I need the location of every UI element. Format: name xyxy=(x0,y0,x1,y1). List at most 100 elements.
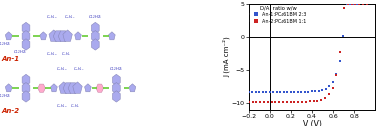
Polygon shape xyxy=(22,91,30,102)
Point xyxy=(267,91,273,93)
Text: An-1: An-1 xyxy=(1,56,19,62)
Point xyxy=(344,3,350,5)
Point xyxy=(333,74,339,76)
Point xyxy=(299,101,305,103)
Polygon shape xyxy=(113,74,120,86)
Polygon shape xyxy=(5,84,12,92)
Point xyxy=(269,101,275,103)
Point xyxy=(310,100,316,102)
Point xyxy=(351,3,357,5)
Text: $C_{12}H_{25}$: $C_{12}H_{25}$ xyxy=(0,92,12,100)
Point xyxy=(341,7,347,9)
Polygon shape xyxy=(91,30,99,42)
Point xyxy=(249,91,255,93)
X-axis label: V (V): V (V) xyxy=(303,120,321,126)
Point xyxy=(309,90,315,92)
Point xyxy=(270,91,276,93)
Point xyxy=(273,101,279,103)
Point xyxy=(303,101,309,103)
Legend: An-1:PC₄61BM 2:3, An-2:PC₄61BM 1:1: An-1:PC₄61BM 2:3, An-2:PC₄61BM 1:1 xyxy=(250,5,307,24)
Polygon shape xyxy=(51,84,57,92)
Polygon shape xyxy=(96,84,104,92)
Polygon shape xyxy=(38,84,45,92)
Polygon shape xyxy=(75,32,81,40)
Point xyxy=(260,91,266,93)
Polygon shape xyxy=(49,30,59,41)
Polygon shape xyxy=(22,39,30,50)
Text: $C_6H_{13}$: $C_6H_{13}$ xyxy=(46,14,58,22)
Text: $C_6H_{13}$: $C_6H_{13}$ xyxy=(46,50,58,58)
Text: $C_{12}H_{25}$: $C_{12}H_{25}$ xyxy=(0,40,12,48)
Point xyxy=(316,90,322,92)
Text: An-2: An-2 xyxy=(1,108,19,114)
Point xyxy=(330,87,336,89)
Text: $C_{12}H_{25}$: $C_{12}H_{25}$ xyxy=(13,49,28,56)
Point xyxy=(274,91,280,93)
Point xyxy=(284,101,290,103)
Polygon shape xyxy=(5,32,12,40)
Point xyxy=(263,91,269,93)
Point xyxy=(253,91,259,93)
Text: $C_8H_{17}$: $C_8H_{17}$ xyxy=(64,14,75,22)
Point xyxy=(284,91,290,93)
Polygon shape xyxy=(63,30,72,41)
Point xyxy=(280,101,286,103)
Point xyxy=(288,101,294,103)
Point xyxy=(364,3,370,5)
Polygon shape xyxy=(68,83,78,94)
Polygon shape xyxy=(58,31,68,42)
Point xyxy=(340,35,346,37)
Point xyxy=(355,3,361,5)
Point xyxy=(291,91,297,93)
Point xyxy=(291,101,297,103)
Point xyxy=(347,3,353,5)
Polygon shape xyxy=(113,83,120,94)
Point xyxy=(326,85,332,87)
Point xyxy=(323,88,329,90)
Polygon shape xyxy=(129,84,136,92)
Polygon shape xyxy=(85,84,91,92)
Point xyxy=(337,60,343,62)
Polygon shape xyxy=(108,32,115,40)
Point xyxy=(318,99,324,101)
Point xyxy=(265,101,271,103)
Text: $C_6H_{13}$: $C_6H_{13}$ xyxy=(56,102,68,110)
Point xyxy=(295,101,301,103)
Point xyxy=(319,89,325,91)
Point xyxy=(257,101,263,103)
Point xyxy=(305,91,311,93)
Point xyxy=(246,91,252,93)
Polygon shape xyxy=(22,74,30,86)
Point xyxy=(337,51,343,53)
Point xyxy=(246,101,252,103)
Text: $C_{12}H_{25}$: $C_{12}H_{25}$ xyxy=(88,14,102,22)
Point xyxy=(307,100,313,102)
Polygon shape xyxy=(22,22,30,34)
Text: $C_4H_9$: $C_4H_9$ xyxy=(60,50,71,58)
Polygon shape xyxy=(91,39,99,50)
Polygon shape xyxy=(73,82,82,93)
Point xyxy=(256,91,262,93)
Polygon shape xyxy=(63,83,73,94)
Point xyxy=(261,101,267,103)
Polygon shape xyxy=(22,30,30,42)
Point xyxy=(276,101,282,103)
Point xyxy=(253,101,259,103)
Point xyxy=(345,3,351,5)
Point xyxy=(302,91,308,93)
Point xyxy=(349,3,355,5)
Point xyxy=(333,73,339,75)
Point xyxy=(326,93,332,95)
Polygon shape xyxy=(53,31,63,42)
Text: $C_4H_9$: $C_4H_9$ xyxy=(70,102,81,110)
Point xyxy=(322,97,328,99)
Text: $C_8H_{17}$: $C_8H_{17}$ xyxy=(73,66,85,73)
Text: $C_6H_{13}$: $C_6H_{13}$ xyxy=(56,66,68,73)
Polygon shape xyxy=(113,91,120,102)
Point xyxy=(356,3,362,5)
Polygon shape xyxy=(40,32,46,40)
Point xyxy=(295,91,301,93)
Point xyxy=(288,91,294,93)
Point xyxy=(330,81,336,83)
Point xyxy=(298,91,304,93)
